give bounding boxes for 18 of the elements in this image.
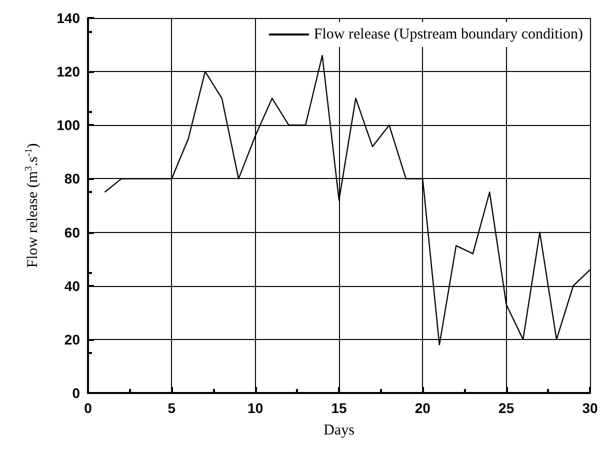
x-tick-label: 25	[498, 400, 514, 416]
legend-label: Flow release (Upstream boundary condition)	[314, 26, 584, 42]
x-tick-label: 15	[331, 400, 347, 416]
x-tick-label: 5	[168, 400, 176, 416]
y-tick-label: 60	[64, 224, 80, 240]
x-tick-label: 20	[414, 400, 431, 416]
x-tick-label: 30	[582, 400, 598, 416]
y-tick-label: 140	[56, 10, 80, 26]
x-tick-label: 0	[84, 400, 92, 416]
x-tick-label: 10	[248, 400, 264, 416]
y-tick-label: 100	[56, 117, 80, 134]
y-tick-label: 20	[64, 331, 80, 348]
y-tick-label: 40	[64, 278, 80, 294]
y-tick-label: 0	[72, 385, 80, 401]
y-tick-label: 80	[64, 170, 80, 187]
y-tick-label: 120	[56, 64, 80, 80]
x-axis-title: Days	[324, 422, 355, 438]
y-axis-title: Flow release (m3.s-1)	[24, 143, 41, 268]
